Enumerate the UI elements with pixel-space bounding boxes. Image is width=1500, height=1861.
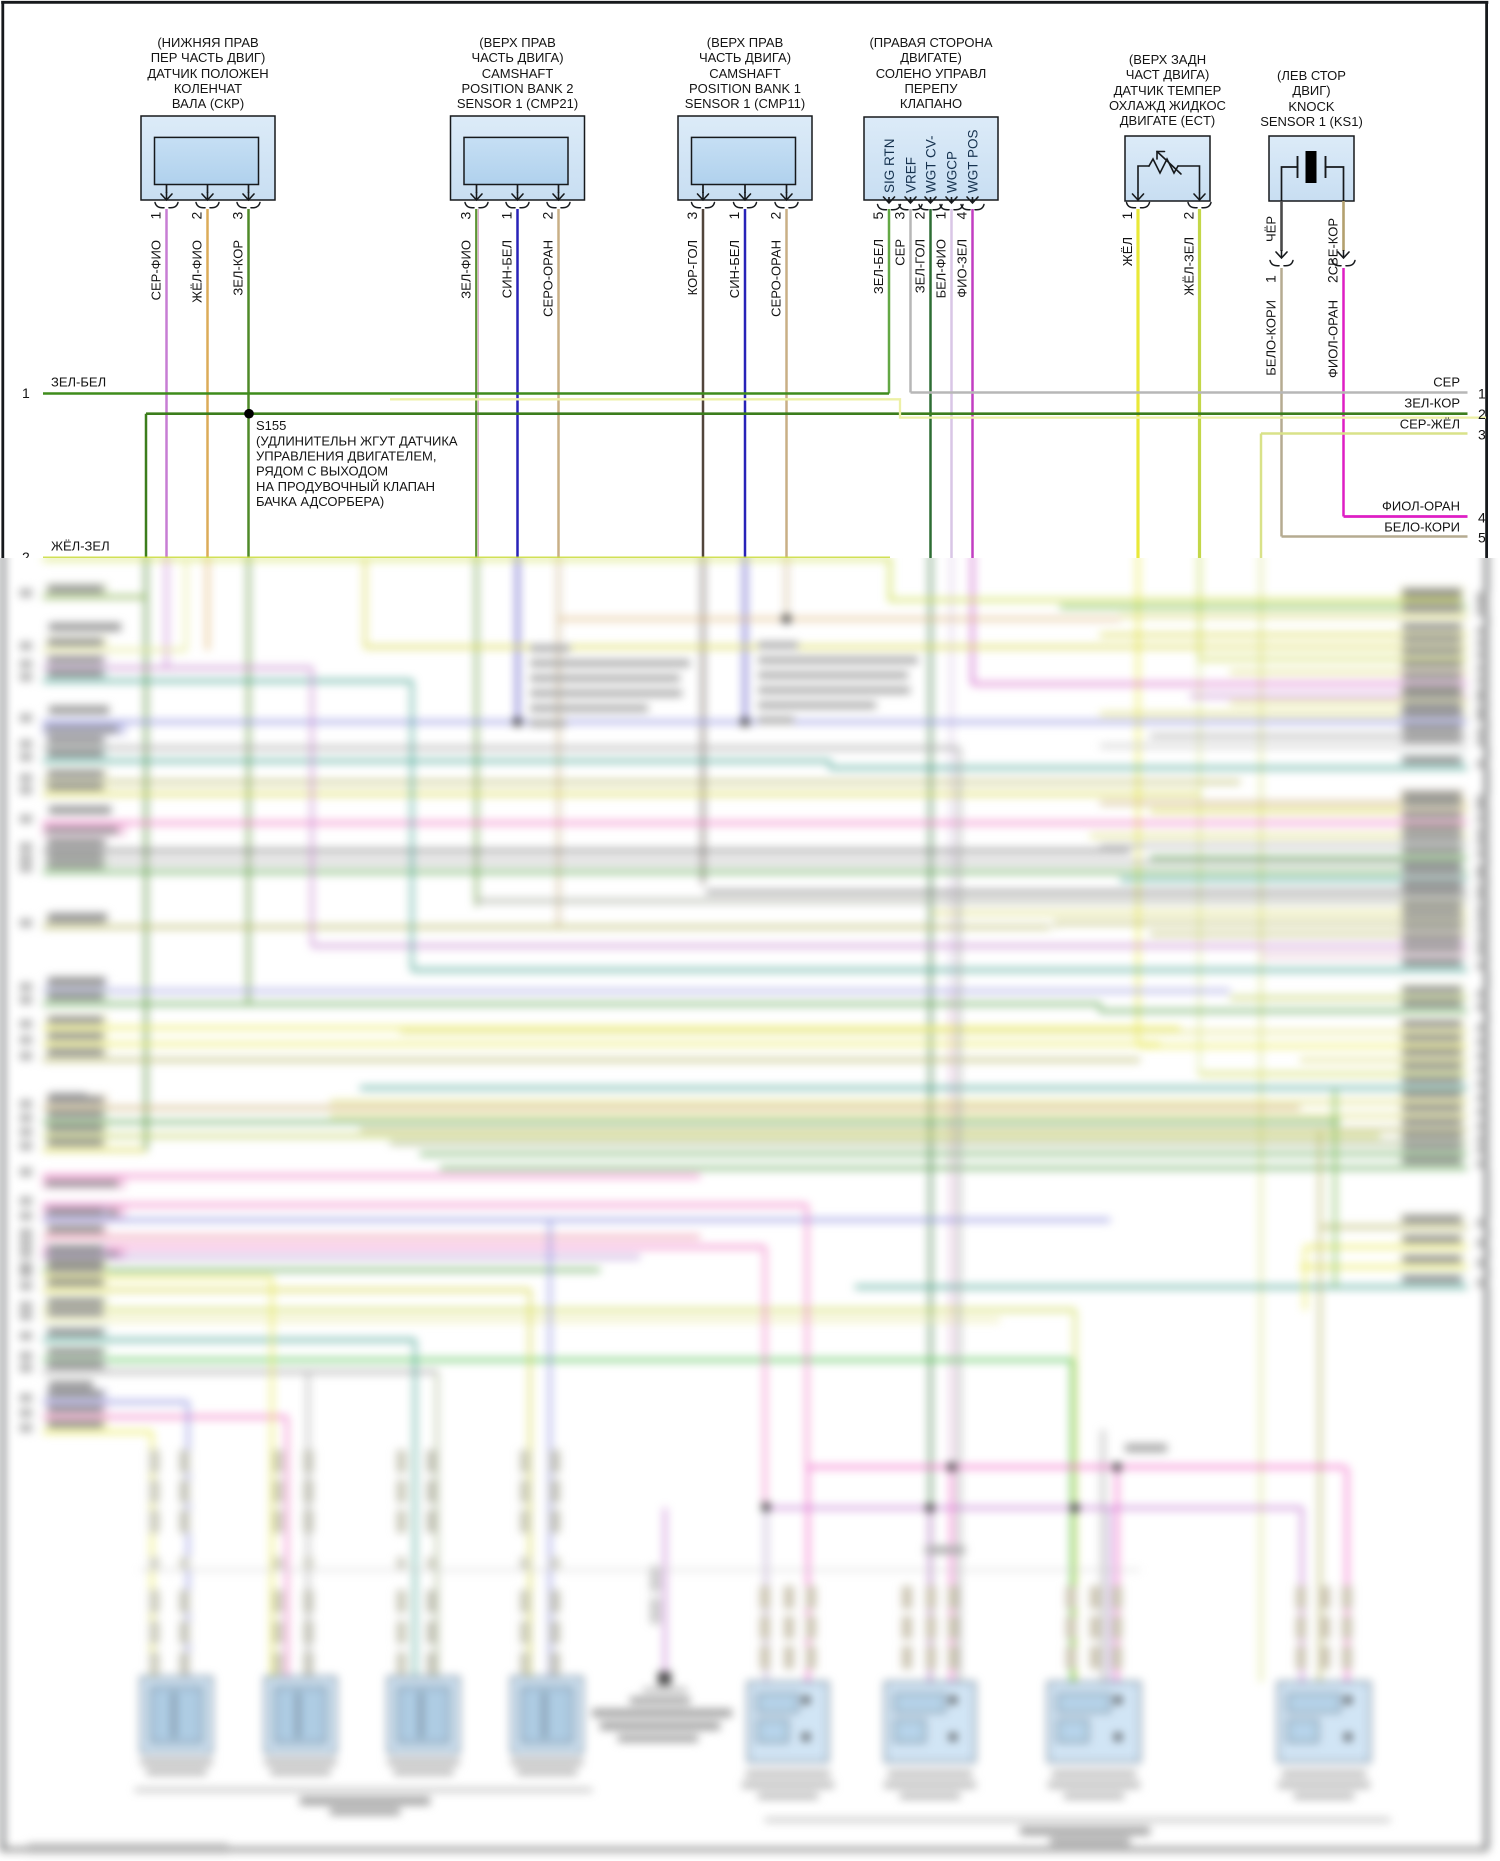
svg-text:БЕЛО-КОРИ: БЕЛО-КОРИ — [1384, 520, 1460, 535]
svg-text:СВЕ-КОР: СВЕ-КОР — [1326, 218, 1341, 275]
svg-text:ЖЁЛ-ЗЕЛ: ЖЁЛ-ЗЕЛ — [51, 539, 110, 554]
svg-text:WGCP: WGCP — [945, 151, 960, 193]
svg-text:1: 1 — [148, 212, 164, 220]
svg-text:WGT CV-: WGT CV- — [924, 135, 939, 193]
svg-text:4: 4 — [1478, 510, 1486, 526]
svg-text:ЗЕЛ-КОР: ЗЕЛ-КОР — [1404, 396, 1460, 411]
svg-text:1: 1 — [726, 212, 742, 220]
svg-text:2: 2 — [1181, 212, 1197, 220]
svg-text:3: 3 — [458, 212, 474, 220]
svg-text:СЕРО-ОРАН: СЕРО-ОРАН — [541, 240, 556, 317]
svg-text:1: 1 — [933, 212, 949, 220]
svg-text:КОР-ГОЛ: КОР-ГОЛ — [685, 240, 700, 295]
svg-text:НА ПРОДУВОЧНЫЙ КЛАПАН: НА ПРОДУВОЧНЫЙ КЛАПАН — [256, 479, 435, 494]
svg-text:ФИОЛ-ОРАН: ФИОЛ-ОРАН — [1326, 300, 1341, 378]
svg-text:БЕЛ-ФИО: БЕЛ-ФИО — [934, 239, 949, 298]
svg-text:БЕЛО-КОРИ: БЕЛО-КОРИ — [1264, 300, 1279, 376]
svg-text:ЗЕЛ-БЕЛ: ЗЕЛ-БЕЛ — [51, 375, 106, 390]
svg-text:ЗЕЛ-КОР: ЗЕЛ-КОР — [231, 240, 246, 296]
svg-text:4: 4 — [954, 212, 970, 220]
svg-text:2: 2 — [189, 212, 205, 220]
svg-text:ФИО-ЗЕЛ: ФИО-ЗЕЛ — [955, 239, 970, 298]
svg-text:3: 3 — [230, 212, 246, 220]
svg-text:S155: S155 — [256, 418, 286, 433]
svg-text:СЕР-ЖЁЛ: СЕР-ЖЁЛ — [1400, 417, 1460, 432]
svg-text:СЕРО-ОРАН: СЕРО-ОРАН — [769, 240, 784, 317]
svg-text:ЗЕЛ-ГОЛ: ЗЕЛ-ГОЛ — [913, 239, 928, 293]
svg-text:1: 1 — [22, 385, 30, 401]
svg-text:2: 2 — [1478, 406, 1486, 422]
svg-text:2: 2 — [912, 212, 928, 220]
svg-text:1: 1 — [1119, 212, 1135, 220]
svg-text:1: 1 — [499, 212, 515, 220]
svg-text:СИН-БЕЛ: СИН-БЕЛ — [727, 240, 742, 298]
svg-text:2: 2 — [1325, 275, 1341, 283]
svg-text:ЖЁЛ: ЖЁЛ — [1120, 237, 1135, 266]
svg-text:СИН-БЕЛ: СИН-БЕЛ — [500, 240, 515, 298]
svg-text:1: 1 — [1478, 386, 1486, 402]
svg-text:5: 5 — [870, 212, 886, 220]
svg-text:ЗЕЛ-БЕЛ: ЗЕЛ-БЕЛ — [871, 239, 886, 294]
svg-text:VREF: VREF — [904, 157, 919, 193]
svg-text:ФИОЛ-ОРАН: ФИОЛ-ОРАН — [1382, 499, 1460, 514]
svg-text:УПРАВЛЕНИЯ ДВИГАТЕЛЕМ,: УПРАВЛЕНИЯ ДВИГАТЕЛЕМ, — [256, 449, 436, 464]
svg-text:СЕР: СЕР — [893, 239, 908, 266]
svg-text:ЖЁЛ-ФИО: ЖЁЛ-ФИО — [190, 240, 205, 303]
svg-text:РЯДОМ С ВЫХОДОМ: РЯДОМ С ВЫХОДОМ — [256, 464, 388, 479]
svg-text:3: 3 — [892, 212, 908, 220]
svg-text:2: 2 — [768, 212, 784, 220]
svg-text:(УДЛИНИТЕЛЬН ЖГУТ ДАТЧИКА: (УДЛИНИТЕЛЬН ЖГУТ ДАТЧИКА — [256, 433, 458, 448]
svg-text:3: 3 — [684, 212, 700, 220]
svg-text:1: 1 — [1263, 275, 1279, 283]
svg-text:5: 5 — [1478, 530, 1486, 546]
svg-text:ЗЕЛ-ФИО: ЗЕЛ-ФИО — [459, 240, 474, 299]
svg-text:ЧЁР: ЧЁР — [1264, 216, 1279, 242]
svg-text:БАЧКА АДСОРБЕРА): БАЧКА АДСОРБЕРА) — [256, 494, 384, 509]
svg-text:SIG RTN: SIG RTN — [882, 138, 897, 193]
svg-text:2: 2 — [22, 549, 30, 558]
svg-text:2: 2 — [540, 212, 556, 220]
svg-text:ЖЁЛ-ЗЕЛ: ЖЁЛ-ЗЕЛ — [1182, 237, 1197, 296]
svg-text:WGT POS: WGT POS — [966, 129, 981, 193]
svg-text:СЕР: СЕР — [1433, 375, 1460, 390]
svg-text:3: 3 — [1478, 427, 1486, 443]
svg-text:СЕР-ФИО: СЕР-ФИО — [149, 240, 164, 300]
